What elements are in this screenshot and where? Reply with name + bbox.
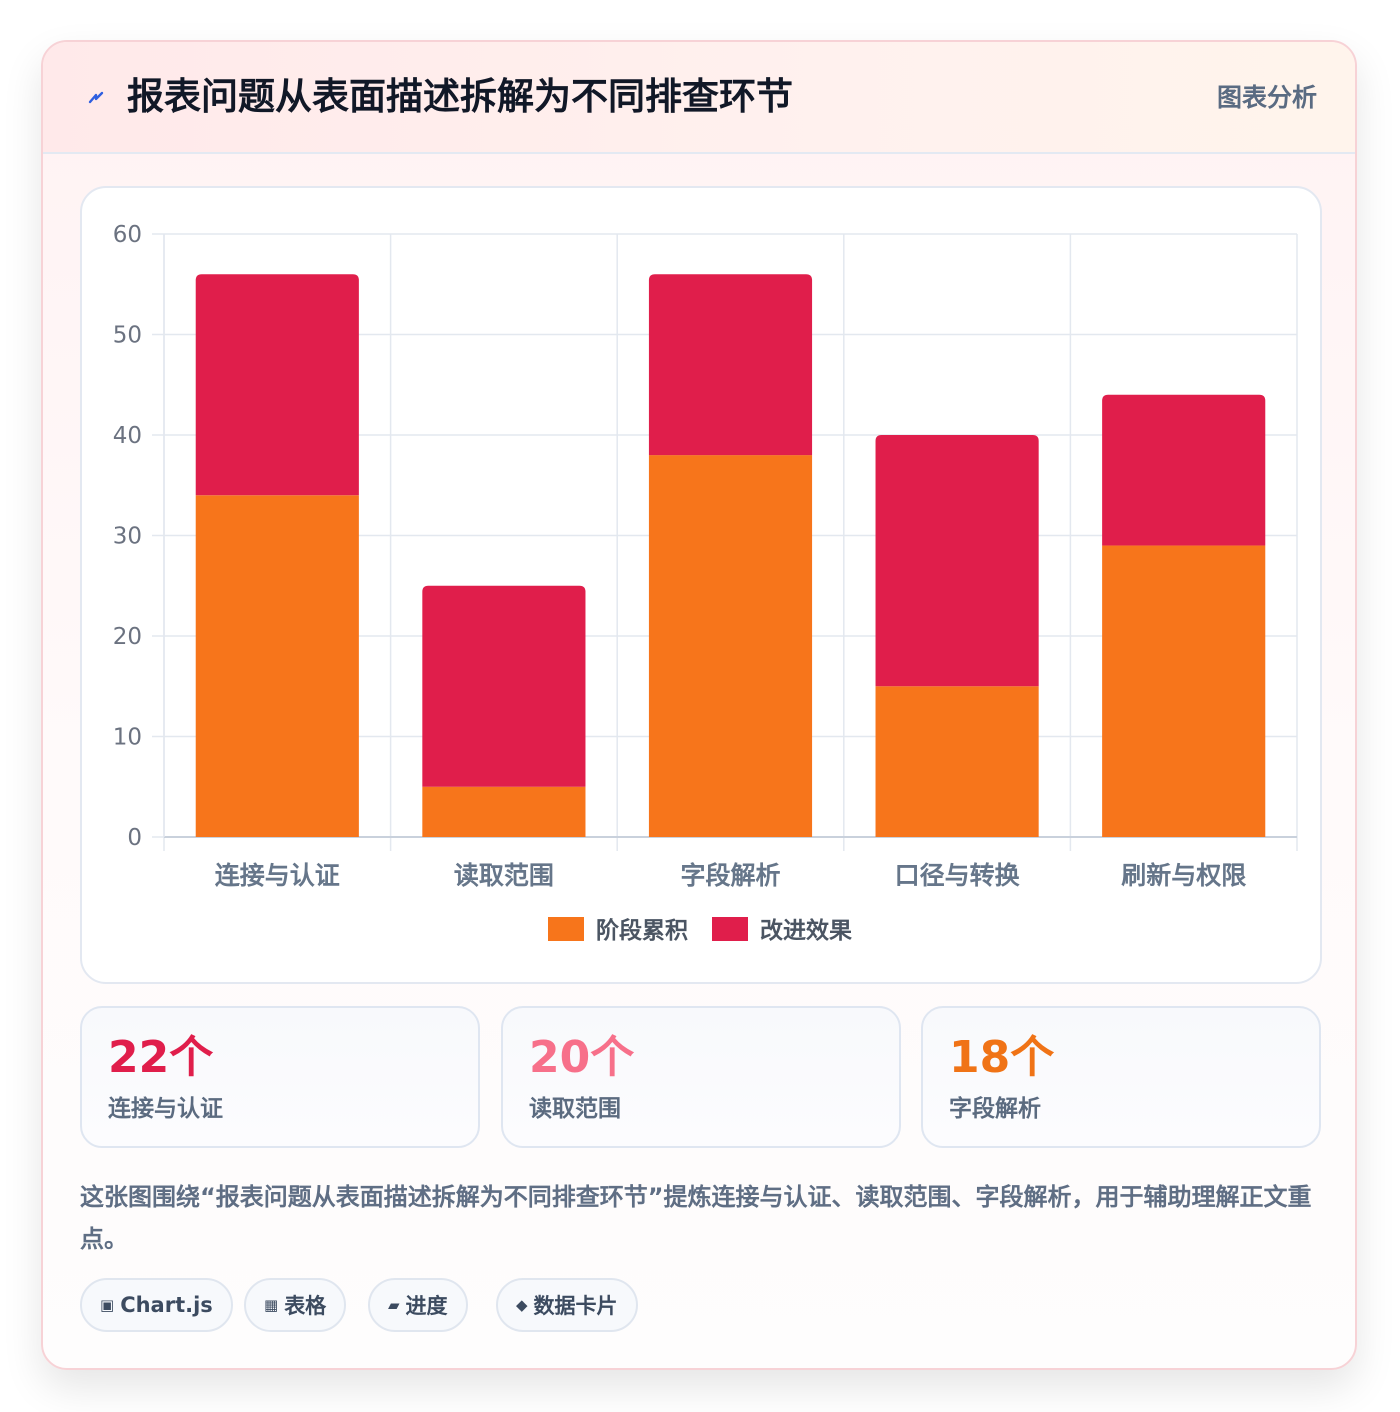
chart-description: 这张图围绕“报表问题从表面描述拆解为不同排查环节”提炼连接与认证、读取范围、字段… [80, 1183, 1312, 1253]
y-tick-label: 0 [127, 825, 142, 851]
legend-swatch [548, 917, 584, 941]
progress-icon: ▰ [388, 1296, 400, 1314]
x-tick-label: 字段解析 [680, 861, 780, 890]
y-tick-label: 50 [113, 323, 142, 349]
stat-card-3: 18个 字段解析 [921, 1006, 1321, 1148]
stat-card-1: 22个 连接与认证 [80, 1006, 480, 1148]
stat-value: 20个 [529, 1032, 635, 1083]
chip-progress[interactable]: ▰ 进度 [368, 1278, 468, 1332]
chart-panel: 0 10 20 30 40 50 60 连接与认证 读取范围 字段解析 口径与转换 刷新与权限阶段累积… [80, 186, 1322, 984]
x-tick-label: 刷新与权限 [1121, 861, 1246, 890]
y-tick-label: 60 [113, 222, 142, 248]
chart-card: 报表问题从表面描述拆解为不同排查环节 图表分析 0 10 20 30 40 50 60 连接与… [41, 40, 1357, 1370]
bar-segment-阶段累积 [1102, 545, 1266, 837]
table-icon: ▦ [264, 1296, 279, 1314]
stat-label: 连接与认证 [108, 1096, 223, 1122]
stat-label: 字段解析 [949, 1096, 1041, 1122]
bar-segment-改进效果 [422, 585, 586, 787]
chip-label: 进度 [405, 1294, 448, 1318]
chip-label: Chart.js [120, 1293, 213, 1317]
chip-chartjs[interactable]: ▣ Chart.js [80, 1278, 233, 1332]
bar-segment-阶段累积 [648, 455, 813, 837]
bar-segment-改进效果 [195, 274, 359, 496]
bar-segment-改进效果 [648, 274, 813, 456]
lightning-icon [88, 91, 104, 104]
bar-segment-阶段累积 [422, 786, 586, 837]
y-tick-label: 30 [113, 524, 142, 550]
legend-label: 阶段累积 [596, 917, 688, 944]
x-tick-label: 口径与转换 [895, 861, 1021, 890]
x-tick-label: 连接与认证 [215, 861, 340, 890]
chip-label: 表格 [284, 1294, 327, 1318]
stat-value: 22个 [108, 1032, 214, 1083]
card-icon: ◆ [516, 1296, 528, 1314]
x-tick-label: 读取范围 [454, 861, 554, 890]
bar-segment-改进效果 [1102, 394, 1266, 546]
chip-table[interactable]: ▦ 表格 [244, 1278, 347, 1332]
chip-label: 数据卡片 [533, 1294, 618, 1318]
y-tick-label: 40 [113, 423, 142, 449]
stat-label: 读取范围 [529, 1096, 621, 1122]
card-header: 报表问题从表面描述拆解为不同排查环节 图表分析 [43, 42, 1355, 154]
bar-segment-阶段累积 [195, 495, 359, 837]
page-title: 报表问题从表面描述拆解为不同排查环节 [127, 75, 793, 118]
stat-card-2: 20个 读取范围 [501, 1006, 901, 1148]
chip-data-card[interactable]: ◆ 数据卡片 [496, 1278, 638, 1332]
chart-icon: ▣ [100, 1296, 115, 1314]
legend-swatch [712, 917, 748, 941]
stacked-bar-chart: 0 10 20 30 40 50 60 连接与认证 读取范围 字段解析 口径与转换 刷新与权限阶段累积… [113, 222, 1298, 944]
bar-segment-改进效果 [875, 435, 1039, 687]
legend-label: 改进效果 [760, 917, 852, 944]
bar-segment-阶段累积 [875, 686, 1039, 837]
y-tick-label: 20 [113, 624, 142, 650]
stat-value: 18个 [949, 1032, 1055, 1083]
header-tag: 图表分析 [1216, 83, 1317, 112]
y-tick-label: 10 [113, 725, 142, 751]
